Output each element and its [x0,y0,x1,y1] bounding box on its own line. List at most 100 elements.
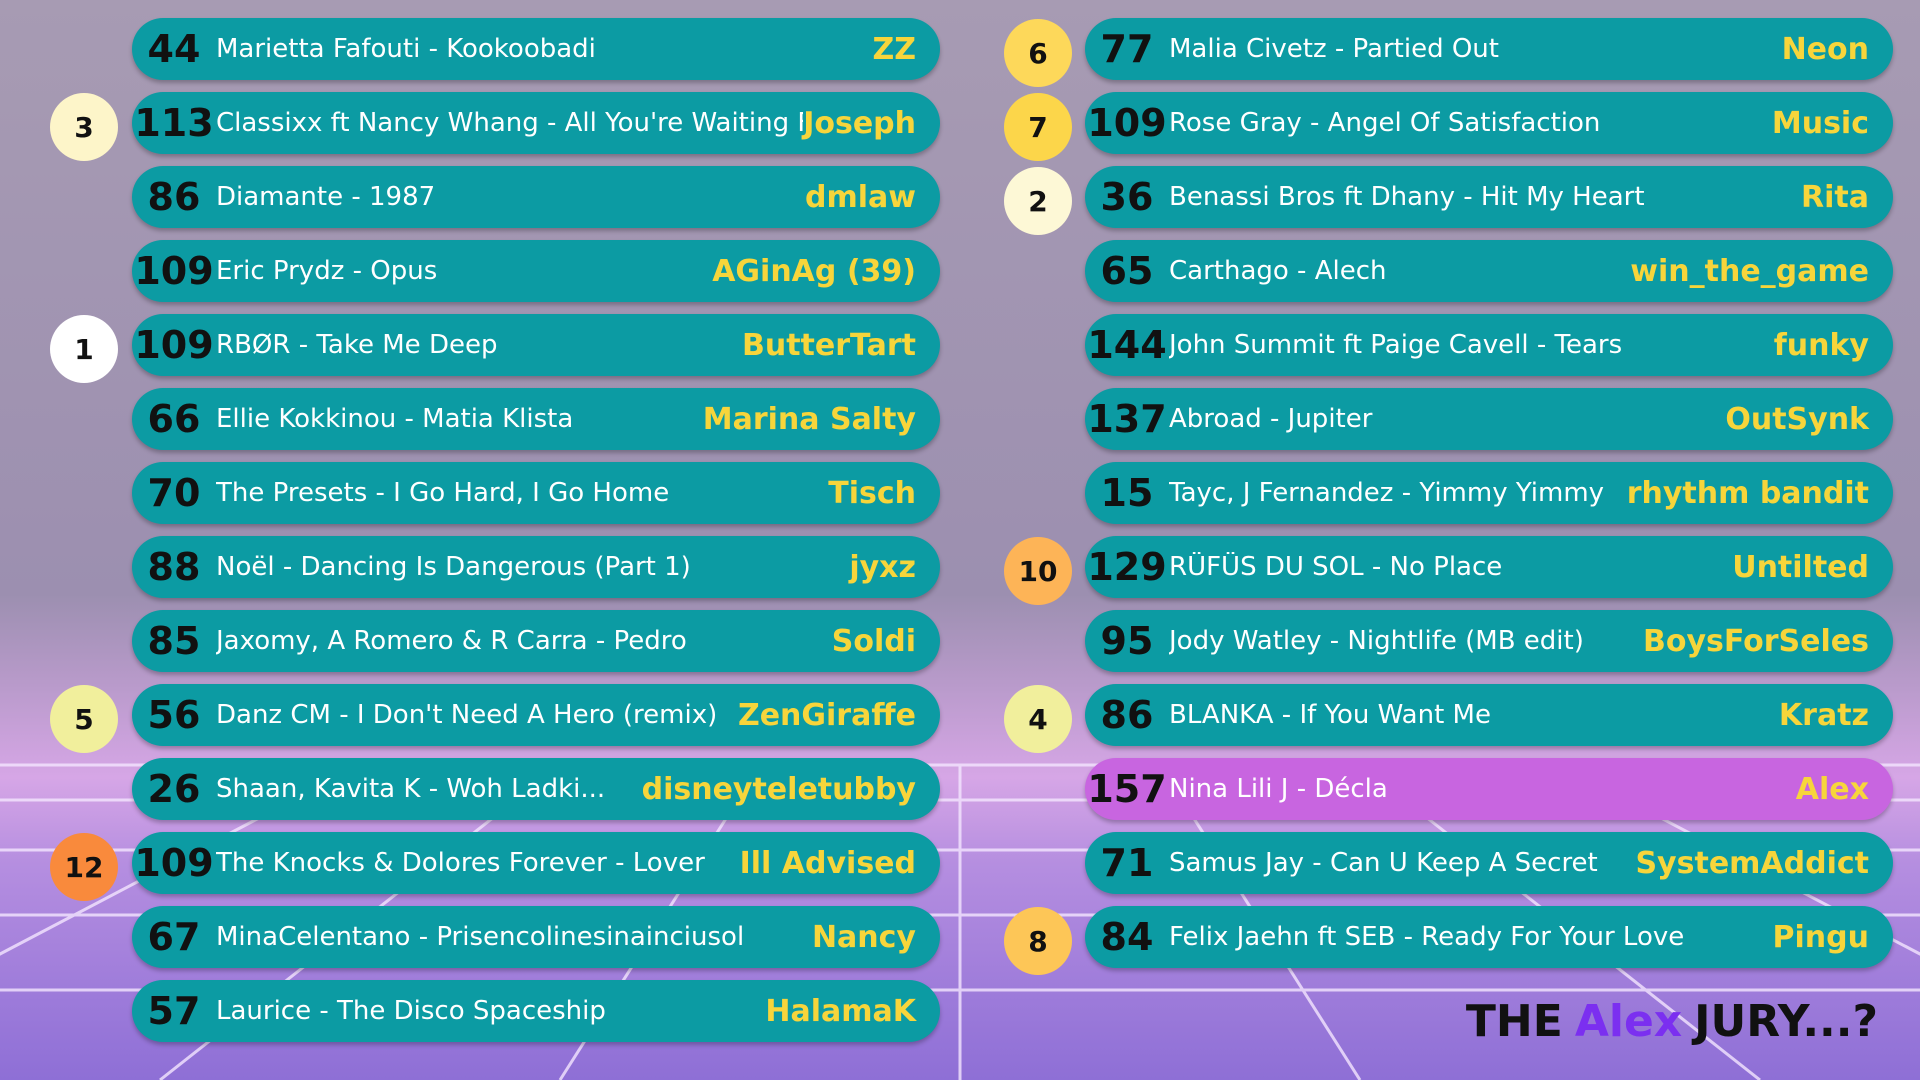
user-name: Rita [1801,179,1869,215]
score: 15 [1100,471,1154,515]
points-badge: 7 [1004,93,1072,161]
song-title: Noël - Dancing Is Dangerous (Part 1) [216,552,691,582]
score: 36 [1100,175,1154,219]
song-title: Classixx ft Nancy Whang - All You're Wai… [216,108,804,138]
user-name: funky [1773,327,1869,363]
entry-row: 109 The Knocks & Dolores Forever - Lover I… [132,832,940,894]
score: 95 [1100,619,1154,663]
entry-row: 109 Eric Prydz - Opus AGinAg (39) [132,240,940,302]
score: 113 [134,101,214,145]
song-title: Felix Jaehn ft SEB - Ready For Your Love [1169,922,1685,952]
song-title: Ellie Kokkinou - Matia Klista [216,404,574,434]
song-title: Danz CM - I Don't Need A Hero (remix) [216,700,718,730]
points-badge: 10 [1004,537,1072,605]
user-name: dmlaw [805,179,916,215]
user-name: AGinAg (39) [712,253,916,289]
score: 44 [147,27,201,71]
entry-row: 44 Marietta Fafouti - Kookoobadi ZZ [132,18,940,80]
footer-prefix: THE [1465,996,1563,1047]
entry-row: 86 Diamante - 1987 dmlaw [132,166,940,228]
score: 109 [134,323,214,367]
song-title: Carthago - Alech [1169,256,1387,286]
entry-row: 71 Samus Jay - Can U Keep A Secret SystemA… [1085,832,1893,894]
score: 77 [1100,27,1154,71]
footer-name: Alex [1574,996,1683,1047]
score: 56 [147,693,201,737]
user-name: ZenGiraffe [737,697,916,733]
entry-row: 144 John Summit ft Paige Cavell - Tears fu… [1085,314,1893,376]
entry-row: 57 Laurice - The Disco Spaceship HalamaK [132,980,940,1042]
user-name: Pingu [1772,919,1869,955]
song-title: Samus Jay - Can U Keep A Secret [1169,848,1598,878]
user-name: HalamaK [765,993,916,1029]
entry-row: 109 RBØR - Take Me Deep ButterTart [132,314,940,376]
entry-row: 36 Benassi Bros ft Dhany - Hit My Heart Ri… [1085,166,1893,228]
score: 129 [1087,545,1167,589]
song-title: Malia Civetz - Partied Out [1169,34,1499,64]
user-name: Soldi [831,623,916,659]
song-title: Abroad - Jupiter [1169,404,1373,434]
points-badge: 12 [50,833,118,901]
score: 85 [147,619,201,663]
user-name: BoysForSeles [1642,623,1869,659]
user-name: Joseph [803,105,916,141]
entry-row: 137 Abroad - Jupiter OutSynk [1085,388,1893,450]
user-name: SystemAddict [1635,845,1869,881]
user-name: ZZ [872,31,916,67]
song-title: Eric Prydz - Opus [216,256,438,286]
points-badge: 6 [1004,19,1072,87]
user-name: rhythm bandit [1626,475,1869,511]
score: 70 [147,471,201,515]
user-name: Kratz [1778,697,1869,733]
score: 84 [1100,915,1154,959]
entry-row: 26 Shaan, Kavita K - Woh Ladki... disneyte… [132,758,940,820]
entry-row: 77 Malia Civetz - Partied Out Neon [1085,18,1893,80]
points-badge: 2 [1004,167,1072,235]
points-badge: 5 [50,685,118,753]
score: 109 [134,249,214,293]
song-title: Tayc, J Fernandez - Yimmy Yimmy [1169,478,1605,508]
entry-row: 15 Tayc, J Fernandez - Yimmy Yimmy rhythm … [1085,462,1893,524]
points-badge: 1 [50,315,118,383]
entry-row: 56 Danz CM - I Don't Need A Hero (remix) Z… [132,684,940,746]
score: 26 [147,767,201,811]
entry-row: 85 Jaxomy, A Romero & R Carra - Pedro Sold… [132,610,940,672]
footer-suffix: JURY...? [1694,996,1878,1047]
score: 109 [1087,101,1167,145]
footer: THE Alex JURY...? [1466,996,1878,1047]
entry-row: 88 Noël - Dancing Is Dangerous (Part 1) jy… [132,536,940,598]
points-badge: 3 [50,93,118,161]
user-name: Tisch [828,475,916,511]
score: 109 [134,841,214,885]
song-title: The Knocks & Dolores Forever - Lover [216,848,705,878]
entry-row: 65 Carthago - Alech win_the_game [1085,240,1893,302]
user-name: win_the_game [1630,253,1869,289]
points-badge: 4 [1004,685,1072,753]
entry-row: 66 Ellie Kokkinou - Matia Klista Marina Sa… [132,388,940,450]
score: 71 [1100,841,1154,885]
song-title: RÜFÜS DU SOL - No Place [1169,552,1503,582]
user-name: Neon [1781,31,1869,67]
user-name: Alex [1795,771,1869,807]
score: 137 [1087,397,1167,441]
entry-row: 109 Rose Gray - Angel Of Satisfaction Musi… [1085,92,1893,154]
song-title: BLANKA - If You Want Me [1169,700,1491,730]
song-title: Diamante - 1987 [216,182,436,212]
score: 57 [147,989,201,1033]
user-name: OutSynk [1725,401,1869,437]
entry-row: 70 The Presets - I Go Hard, I Go Home Tisc… [132,462,940,524]
song-title: Marietta Fafouti - Kookoobadi [216,34,596,64]
song-title: Jaxomy, A Romero & R Carra - Pedro [216,626,687,656]
song-title: Jody Watley - Nightlife (MB edit) [1169,626,1584,656]
user-name: jyxz [849,549,916,585]
song-title: MinaCelentano - Prisencolinesinainciusol [216,922,745,952]
user-name: Untilted [1732,549,1869,585]
song-title: The Presets - I Go Hard, I Go Home [216,478,670,508]
user-name: Music [1771,105,1869,141]
song-title: Shaan, Kavita K - Woh Ladki... [216,774,606,804]
song-title: Nina Lili J - Décla [1169,774,1388,804]
user-name: Nancy [811,919,916,955]
entry-row: 95 Jody Watley - Nightlife (MB edit) BoysF… [1085,610,1893,672]
score: 65 [1100,249,1154,293]
